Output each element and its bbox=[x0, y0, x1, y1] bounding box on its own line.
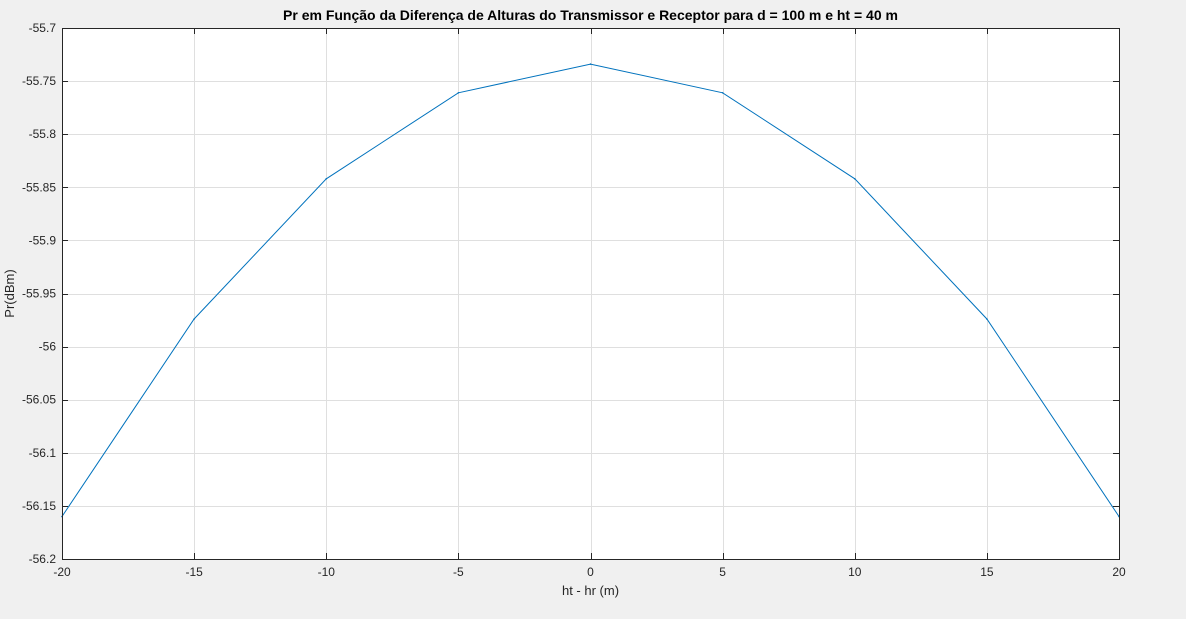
chart-title: Pr em Função da Diferença de Alturas do … bbox=[283, 7, 898, 23]
y-tick-label: -55.8 bbox=[29, 127, 57, 141]
y-tick-labels: -55.7 -55.75 -55.8 -55.85 -55.9 -55.95 -56 -56.… bbox=[22, 21, 56, 566]
x-tick-labels: -20 -15 -10 -5 0 5 10 15 20 bbox=[53, 565, 1126, 579]
x-tick-label: -20 bbox=[53, 565, 71, 579]
y-tick-label: -55.9 bbox=[29, 233, 57, 247]
data-point bbox=[193, 318, 195, 320]
y-tick-label: -56.1 bbox=[29, 446, 57, 460]
x-tick-label: -15 bbox=[185, 565, 203, 579]
y-tick-label: -55.95 bbox=[22, 287, 56, 301]
x-tick-label: 0 bbox=[587, 565, 594, 579]
data-point bbox=[457, 91, 460, 94]
x-tick-label: 20 bbox=[1112, 565, 1126, 579]
data-point bbox=[721, 91, 724, 94]
tick-marks bbox=[62, 28, 1120, 560]
data-point bbox=[853, 178, 856, 180]
y-axis-label: Pr(dBm) bbox=[2, 269, 17, 317]
x-tick-label: -10 bbox=[318, 565, 336, 579]
plot-area[interactable] bbox=[62, 28, 1119, 559]
x-tick-label: 15 bbox=[980, 565, 994, 579]
x-tick-label: -5 bbox=[453, 565, 464, 579]
y-tick-label: -56.15 bbox=[22, 499, 56, 513]
data-point bbox=[589, 63, 592, 65]
y-tick-label: -56 bbox=[39, 340, 57, 354]
y-tick-label: -55.75 bbox=[22, 74, 56, 88]
x-tick-label: 5 bbox=[719, 565, 726, 579]
x-tick-label: 10 bbox=[848, 565, 862, 579]
x-axis-label: ht - hr (m) bbox=[562, 583, 619, 598]
y-tick-label: -56.05 bbox=[22, 393, 56, 407]
data-point bbox=[325, 178, 328, 180]
y-tick-label: -55.85 bbox=[22, 180, 56, 194]
data-point bbox=[986, 318, 988, 320]
y-tick-label: -55.7 bbox=[29, 21, 57, 35]
y-tick-label: -56.2 bbox=[29, 552, 57, 566]
